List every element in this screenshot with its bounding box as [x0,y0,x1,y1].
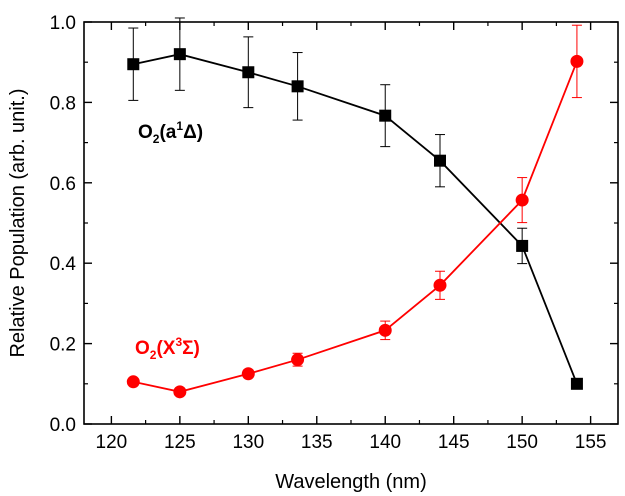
data-point-circle [433,278,447,292]
series-line [133,53,578,385]
x-tick-label: 140 [369,432,401,453]
x-tick-label: 125 [164,432,196,453]
data-point-circle [570,54,584,68]
y-tick-label: 0.6 [50,174,76,195]
series-1 [126,24,584,399]
data-point-circle [515,193,529,207]
data-point-circle [378,323,392,337]
x-tick-label: 135 [301,432,333,453]
plot-frame [83,21,619,425]
y-tick-label: 0.2 [50,335,76,356]
x-axis-title: Wavelength (nm) [275,471,427,493]
data-point-square [127,58,140,71]
series-layer [126,17,584,399]
data-point-square [516,239,529,252]
x-tick-label: 155 [575,432,607,453]
data-point-square [434,154,446,167]
x-tick-label: 130 [232,432,264,453]
x-tick-label: 150 [506,432,538,453]
x-tick-label: 145 [438,432,470,453]
y-tick-label: 0.0 [50,415,76,436]
data-point-square [291,80,304,93]
data-point-circle [241,367,255,381]
y-tick-label: 0.4 [50,254,77,275]
data-point-circle [173,385,187,399]
y-axis-title: Relative Population (arb. unit.) [7,88,29,357]
series-line [133,61,578,393]
data-point-circle [126,375,140,389]
x-tick-label: 120 [96,432,128,453]
y-tick-label: 1.0 [50,13,76,34]
data-point-square [570,377,583,390]
series-label-o2-a1delta: O2(a1Δ) [138,119,203,146]
series-label-o2-x3sigma: O2(X3Σ) [135,335,200,362]
data-point-circle [291,353,305,367]
axis-ticks [84,21,618,425]
data-point-square [173,48,186,61]
y-tick-label: 0.8 [50,93,76,114]
data-point-square [379,109,392,122]
axis-tick-labels: 120 125 130 135 140 145 150 155 0.0 0.2 0.4 0.6 0.8 1… [50,13,607,453]
series-0 [127,17,583,390]
data-point-square [242,66,255,79]
